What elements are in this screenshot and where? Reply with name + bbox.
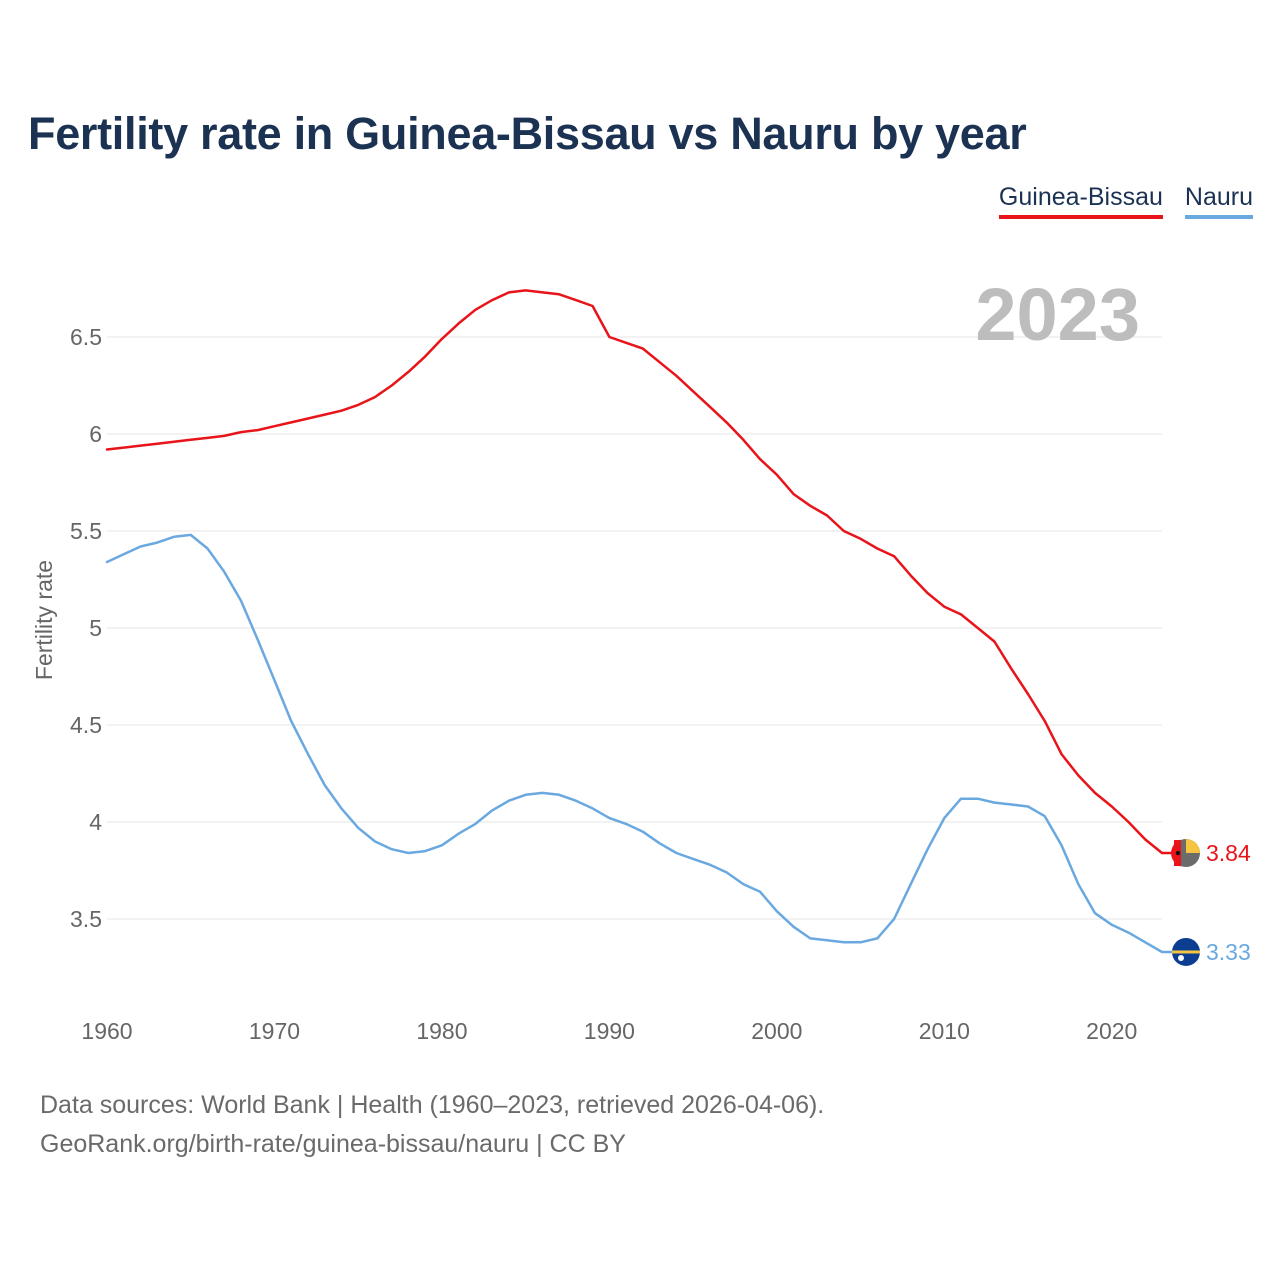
y-tick-label: 5	[89, 615, 102, 641]
legend: Guinea-Bissau Nauru	[998, 183, 1253, 219]
y-axis-label: Fertility rate	[31, 560, 57, 680]
y-axis-ticks: 3.5 4 4.5 5 5.5 6 6.5	[70, 324, 102, 932]
x-tick-label: 1990	[584, 1018, 635, 1044]
y-tick-label: 6	[89, 421, 102, 447]
series-lines	[105, 289, 1180, 954]
y-tick-label: 6.5	[70, 324, 102, 350]
flag-star	[1178, 954, 1184, 961]
flag-icon-guinea-bissau	[1171, 839, 1200, 868]
x-tick-label: 1960	[81, 1018, 132, 1044]
y-tick-label: 3.5	[70, 906, 102, 932]
legend-item-guinea-bissau[interactable]: Guinea-Bissau	[998, 183, 1163, 219]
end-value-label: 3.84	[1206, 840, 1251, 866]
flag-yellow-band	[1186, 839, 1200, 854]
flag-yellow-stripe	[1172, 950, 1200, 954]
y-tick-label: 5.5	[70, 518, 102, 544]
flag-icon-nauru	[1172, 937, 1200, 966]
gridlines	[107, 336, 1162, 920]
footer: Data sources: World Bank | Health (1960–…	[40, 1086, 824, 1164]
y-tick-label: 4	[89, 809, 102, 835]
flag-star	[1175, 850, 1181, 856]
source-link[interactable]: GeoRank.org/birth-rate/guinea-bissau/nau…	[40, 1130, 626, 1158]
x-tick-label: 2010	[919, 1018, 970, 1044]
series-line-guinea-bissau	[105, 289, 1164, 855]
series-line-nauru	[105, 533, 1164, 954]
x-tick-label: 2020	[1086, 1018, 1137, 1044]
x-tick-label: 2000	[751, 1018, 802, 1044]
series-end-markers: 3.84 3.33	[1171, 839, 1251, 966]
year-watermark: 2023	[975, 273, 1140, 356]
chart-title: Fertility rate in Guinea-Bissau vs Nauru…	[28, 108, 1027, 159]
x-tick-label: 1970	[249, 1018, 300, 1044]
x-tick-label: 1980	[416, 1018, 467, 1044]
y-tick-label: 4.5	[70, 712, 102, 738]
data-sources: Data sources: World Bank | Health (1960–…	[40, 1091, 825, 1119]
x-axis-ticks: 1960 1970 1980 1990 2000 2010 2020	[81, 1018, 1137, 1044]
legend-item-nauru[interactable]: Nauru	[1184, 183, 1253, 219]
end-value-label: 3.33	[1206, 939, 1251, 965]
